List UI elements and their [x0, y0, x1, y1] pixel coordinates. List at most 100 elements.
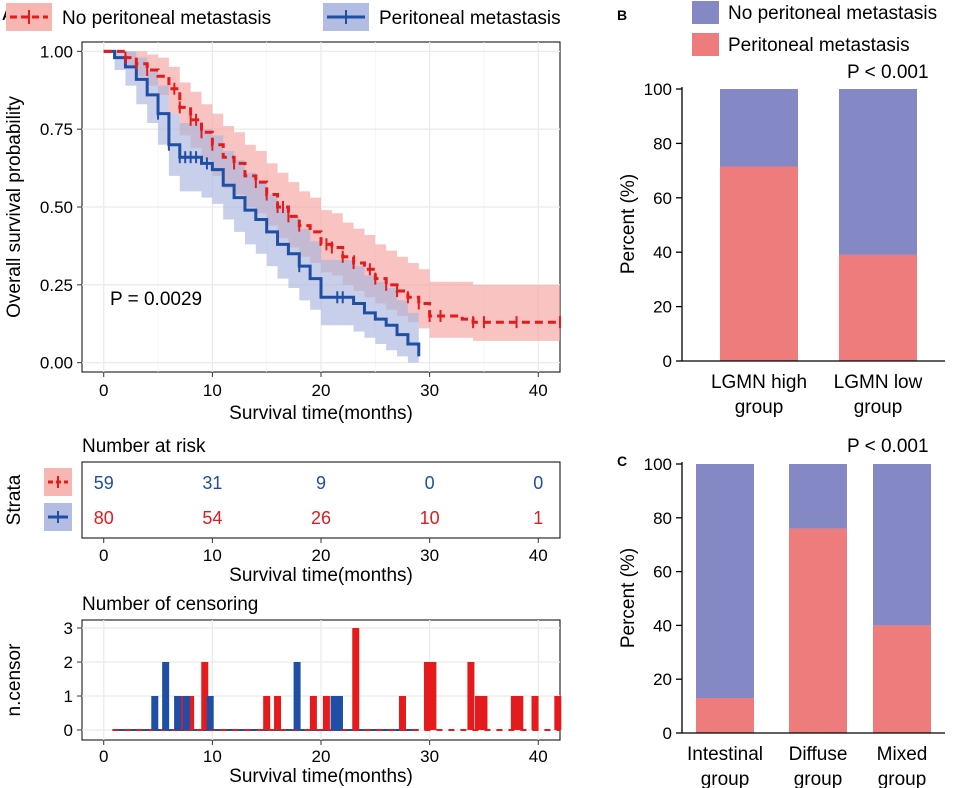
- km-y-tick-label: 0.50: [40, 198, 73, 217]
- panel-b-bar-no-metastasis: [720, 89, 798, 167]
- censoring-bar-no-metastasis: [263, 696, 271, 730]
- risk-x-tick-label: 30: [420, 546, 439, 565]
- panel-b-y-tick-label: 40: [653, 243, 672, 262]
- panel-c-stacked-bars: P < 0.001 0 20 40 60 80 100 Intestinal group Dif…: [618, 436, 945, 788]
- censoring-bar-no-metastasis: [429, 662, 437, 730]
- panel-c-y-tick-label: 40: [653, 616, 672, 635]
- panel-label-c: C: [617, 453, 627, 469]
- censoring-y-axis-label: n.censor: [4, 643, 25, 717]
- censoring-bar-no-metastasis: [352, 628, 360, 730]
- km-y-tick-label: 0.75: [40, 120, 73, 139]
- risk-value-metastasis: 26: [311, 508, 331, 528]
- censoring-bar-no-metastasis: [398, 696, 406, 730]
- panel-c-category-label: group: [878, 769, 927, 788]
- censoring-x-tick-labels: 0 10 20 30 40: [99, 747, 548, 766]
- censoring-y-tick-label: 2: [64, 653, 73, 672]
- censoring-y-tick-label: 0: [64, 721, 73, 740]
- censoring-bar-metastasis: [335, 696, 343, 730]
- legend-swatch-no-metastasis-bar: [692, 1, 719, 24]
- legend-label-no-metastasis: No peritoneal metastasis: [62, 8, 271, 29]
- censoring-bar-metastasis: [174, 696, 182, 730]
- panel-c-bar-metastasis: [873, 625, 931, 733]
- risk-value-metastasis: 80: [94, 508, 114, 528]
- risk-value-no-metastasis: 0: [425, 473, 435, 493]
- risk-value-no-metastasis: 9: [316, 473, 326, 493]
- km-x-axis-label: Survival time(months): [229, 403, 413, 424]
- panel-label-b: B: [617, 7, 627, 23]
- risk-x-tick-label: 0: [99, 546, 108, 565]
- legend-label-metastasis-bar: Peritoneal metastasis: [728, 35, 910, 56]
- panel-c-bar-no-metastasis: [873, 464, 931, 626]
- panel-c-category-label: group: [701, 769, 750, 788]
- km-x-tick-label: 20: [312, 381, 331, 400]
- censoring-bar-metastasis: [330, 696, 338, 730]
- risk-value-metastasis: 54: [202, 508, 222, 528]
- censoring-bar-metastasis: [293, 662, 301, 730]
- risk-value-no-metastasis: 59: [94, 473, 114, 493]
- censoring-bar-no-metastasis: [510, 696, 518, 730]
- km-y-tick-label: 0.25: [40, 276, 73, 295]
- risk-table-panel: Number at risk 59 31 9 0 0 80 54 26 10 1 0 10 20 30 4…: [4, 436, 561, 586]
- censoring-x-tick-label: 40: [529, 747, 548, 766]
- panel-b-y-axis-label: Percent (%): [618, 174, 639, 274]
- censoring-bar-metastasis: [162, 662, 170, 730]
- legend-label-no-metastasis-bar: No peritoneal metastasis: [728, 3, 937, 24]
- panel-c-y-tick-label: 20: [653, 670, 672, 689]
- survival-curve-panel: 0.00 0.25 0.50 0.75 1.00 0 10 20 30 40 P = 0.002…: [4, 41, 561, 424]
- km-legend: No peritoneal metastasis Peritoneal meta…: [6, 3, 561, 31]
- panel-c-y-axis-label: Percent (%): [618, 548, 639, 648]
- censoring-bar-no-metastasis: [201, 662, 209, 730]
- panel-b-category-label: LGMN low: [834, 372, 923, 393]
- censoring-bar-no-metastasis: [554, 696, 562, 730]
- panel-c-category-label: Mixed: [877, 744, 928, 765]
- censoring-y-tick-label: 3: [64, 619, 73, 638]
- km-y-tick-label: 0.00: [40, 354, 73, 373]
- legend-label-metastasis: Peritoneal metastasis: [379, 8, 561, 29]
- panel-c-category-label: group: [794, 769, 843, 788]
- km-x-tick-label: 30: [420, 381, 439, 400]
- km-confidence-bands: [103, 51, 561, 363]
- km-line-metastasis: [103, 49, 421, 357]
- km-line-no-metastasis: [103, 49, 560, 324]
- km-p-value: P = 0.0029: [110, 289, 202, 310]
- risk-value-no-metastasis: 0: [533, 473, 543, 493]
- panel-c-y-tick-label: 0: [663, 724, 672, 743]
- km-x-tick-labels: 0 10 20 30 40: [99, 381, 548, 400]
- censoring-bar-no-metastasis: [423, 662, 431, 730]
- risk-y-axis-label: Strata: [4, 474, 25, 525]
- km-band-no-metastasis: [103, 51, 561, 341]
- censoring-x-axis-label: Survival time(months): [229, 766, 413, 787]
- panel-b-y-tick-label: 0: [663, 352, 672, 371]
- panel-b-stacked-bars: No peritoneal metastasis Peritoneal meta…: [618, 1, 945, 418]
- risk-x-axis-label: Survival time(months): [229, 565, 413, 586]
- censoring-y-tick-label: 1: [64, 687, 73, 706]
- km-survival-lines: [103, 49, 560, 357]
- censoring-bar-no-metastasis: [322, 696, 330, 730]
- censoring-x-tick-label: 20: [312, 747, 331, 766]
- censoring-bar-metastasis: [182, 696, 190, 730]
- panel-b-y-tick-label: 80: [653, 134, 672, 153]
- panel-c-y-tick-label: 100: [644, 455, 672, 474]
- censoring-panel: Number of censoring 0 1 2 3 0 10 20 30 40 Survi…: [4, 594, 562, 787]
- km-y-tick-label: 1.00: [40, 42, 73, 61]
- panel-b-axes: 0 20 40 60 80 100 LGMN high group LGMN low group: [644, 80, 945, 418]
- risk-table-title: Number at risk: [82, 436, 206, 457]
- risk-x-tick-labels: 0 10 20 30 40: [99, 538, 548, 565]
- censoring-bar-no-metastasis: [187, 696, 195, 730]
- panel-b-bar-metastasis: [720, 166, 798, 361]
- panel-b-y-tick-label: 60: [653, 189, 672, 208]
- panel-c-bar-metastasis: [696, 698, 754, 733]
- panel-b-bar-metastasis: [839, 254, 917, 361]
- censoring-x-tick-label: 0: [99, 747, 108, 766]
- panel-b-p-value: P < 0.001: [847, 62, 929, 83]
- risk-value-metastasis: 10: [420, 508, 440, 528]
- panel-b-y-tick-label: 100: [644, 80, 672, 99]
- panel-c-p-value: P < 0.001: [847, 436, 929, 457]
- panel-c-axes: 0 20 40 60 80 100 Intestinal group Diffuse group M…: [644, 455, 945, 788]
- censoring-bar-no-metastasis: [274, 696, 282, 730]
- km-x-tick-label: 0: [99, 381, 108, 400]
- panel-c-bar-metastasis: [789, 528, 847, 733]
- panel-b-bar-no-metastasis: [839, 89, 917, 255]
- censoring-bar-metastasis: [151, 696, 159, 730]
